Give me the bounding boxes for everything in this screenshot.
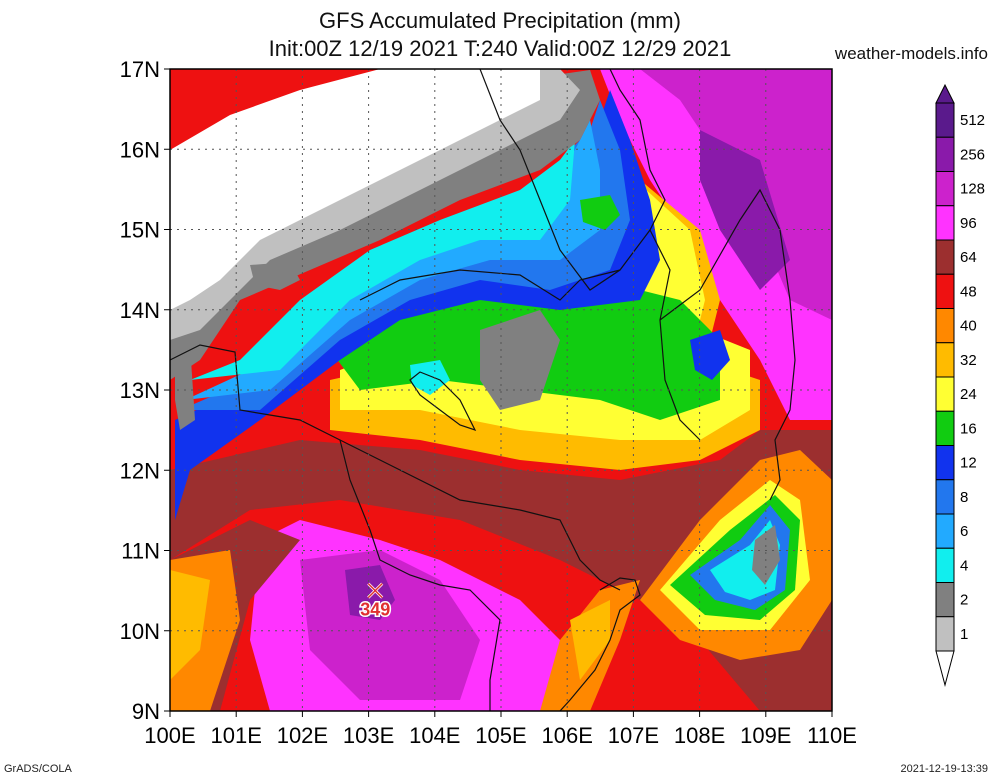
legend-swatch	[935, 136, 955, 172]
legend-top-arrow	[935, 83, 955, 104]
legend-label: 24	[960, 386, 977, 403]
legend-swatch	[935, 547, 955, 583]
legend-swatch	[935, 171, 955, 207]
lon-tick-label: 100E	[144, 723, 195, 748]
legend-swatch	[935, 102, 955, 138]
lon-tick-label: 109E	[740, 723, 791, 748]
legend-label: 96	[960, 215, 977, 232]
precip-field	[170, 69, 832, 711]
legend-label: 1	[960, 626, 968, 643]
legend-label: 16	[960, 420, 977, 437]
legend-label: 32	[960, 352, 977, 369]
legend-swatch	[935, 513, 955, 549]
map-title: GFS Accumulated Precipitation (mm)	[319, 8, 681, 33]
lon-tick-label: 105E	[475, 723, 526, 748]
legend-label: 128	[960, 181, 985, 198]
legend-label: 48	[960, 283, 977, 300]
legend-swatch	[935, 582, 955, 618]
lon-tick-label: 110E	[807, 723, 857, 748]
marker-cross	[367, 583, 383, 599]
legend-label: 512	[960, 112, 985, 129]
legend-label: 4	[960, 557, 968, 574]
legend-label: 12	[960, 455, 977, 472]
legend-label: 64	[960, 249, 977, 266]
legend-label: 6	[960, 523, 968, 540]
marker-value-label: 349	[360, 600, 390, 620]
lon-tick-label: 107E	[608, 723, 659, 748]
footer-timestamp: 2021-12-19-13:39	[900, 763, 988, 775]
legend-swatch	[935, 308, 955, 344]
map-subtitle: Init:00Z 12/19 2021 T:240 Valid:00Z 12/2…	[268, 36, 732, 61]
lat-tick-label: 9N	[132, 699, 160, 724]
legend-swatch	[935, 445, 955, 481]
lon-tick-label: 103E	[343, 723, 394, 748]
lat-tick-label: 12N	[120, 458, 160, 483]
lat-tick-label: 17N	[120, 57, 160, 82]
legend-bottom-arrow	[935, 650, 955, 687]
legend-label: 2	[960, 592, 968, 609]
legend-swatch	[935, 376, 955, 412]
lon-tick-label: 106E	[542, 723, 593, 748]
legend-swatch	[935, 342, 955, 378]
lon-tick-label: 102E	[277, 723, 328, 748]
lat-tick-label: 14N	[120, 298, 160, 323]
lat-tick-label: 10N	[120, 619, 160, 644]
lat-tick-label: 16N	[120, 137, 160, 162]
footer-credit: GrADS/COLA	[4, 763, 72, 775]
legend-label: 8	[960, 489, 968, 506]
legend-swatch	[935, 205, 955, 241]
lat-tick-label: 11N	[121, 539, 160, 564]
lon-tick-label: 101E	[211, 723, 262, 748]
legend-swatch	[935, 239, 955, 275]
lat-tick-label: 15N	[120, 218, 160, 243]
latitude-axis: 17N 16N 15N 14N 13N 12N 11N 10N 9N	[120, 57, 170, 724]
legend-label: 256	[960, 146, 985, 163]
source-site: weather-models.info	[834, 44, 988, 63]
legend-swatch	[935, 616, 955, 652]
lon-tick-label: 108E	[674, 723, 725, 748]
lat-tick-label: 13N	[120, 378, 160, 403]
legend-swatch	[935, 273, 955, 309]
max-precip-marker: 349	[359, 582, 392, 621]
legend-swatch	[935, 479, 955, 515]
longitude-axis: 100E 101E 102E 103E 104E 105E 106E 107E 108E 109E…	[144, 711, 857, 748]
legend-label: 40	[960, 318, 977, 335]
legend-swatch	[935, 410, 955, 446]
graticule	[170, 69, 832, 711]
lon-tick-label: 104E	[409, 723, 460, 748]
